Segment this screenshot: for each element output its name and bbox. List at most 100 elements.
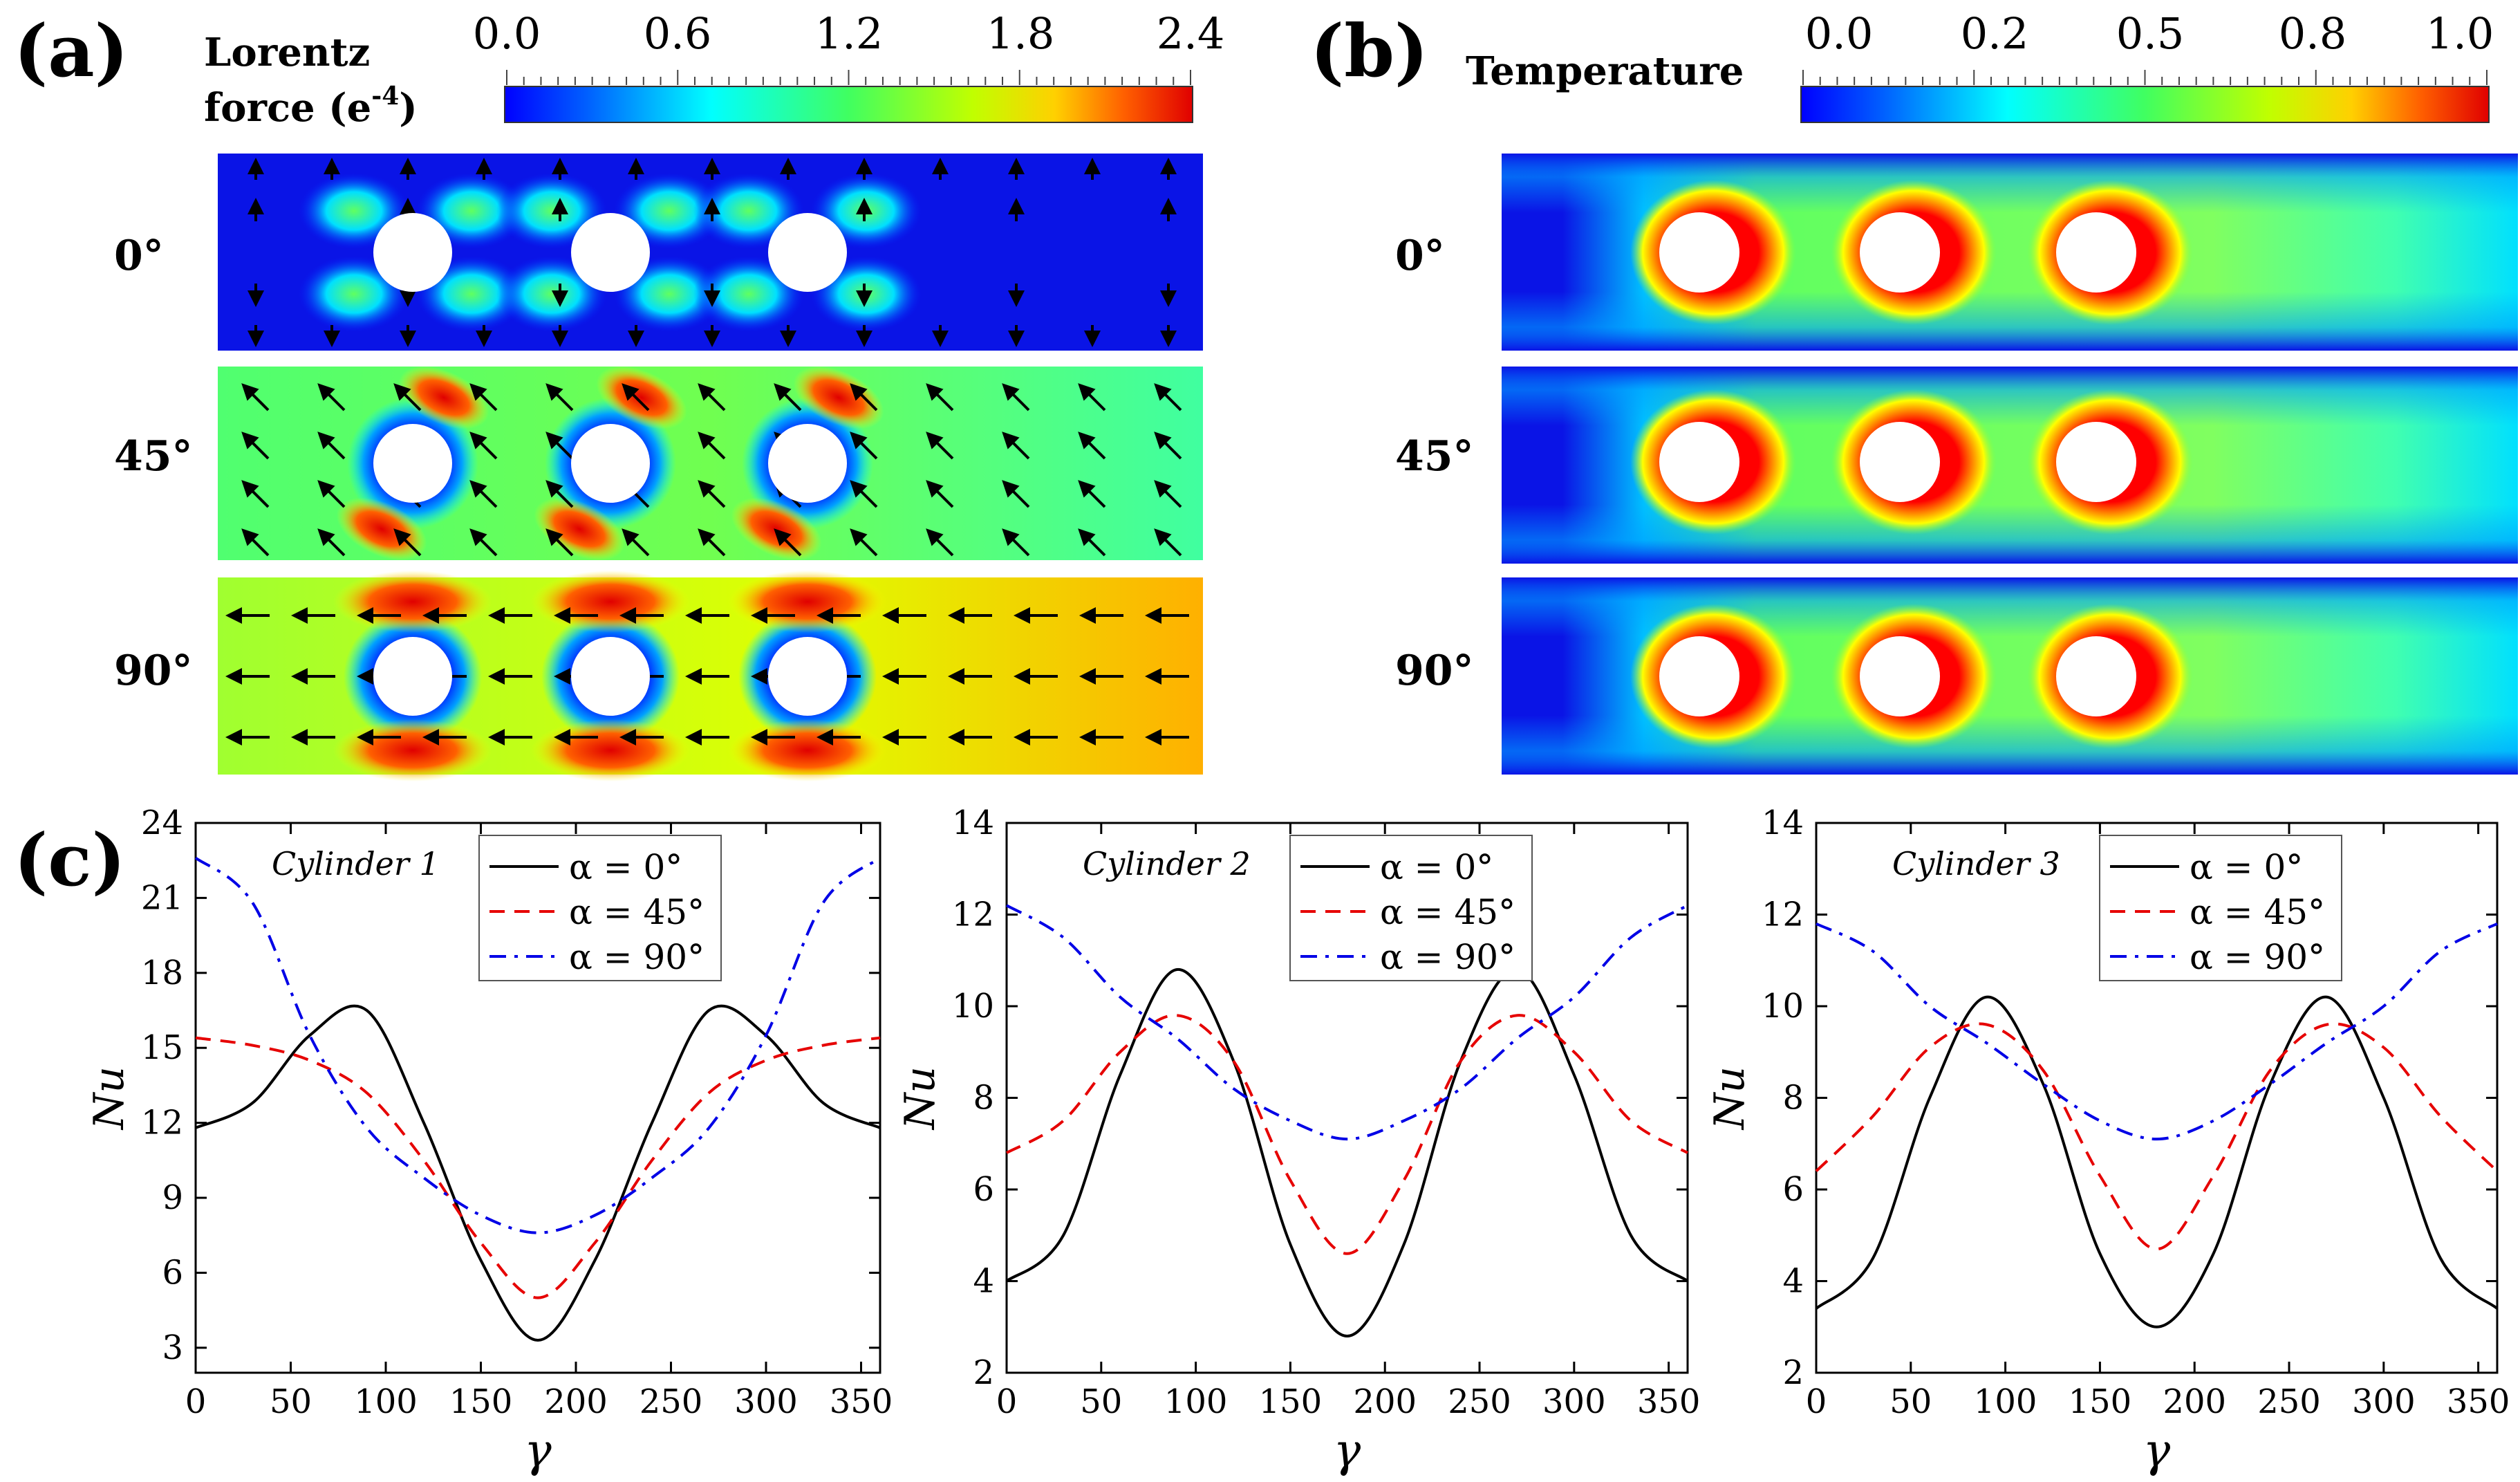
y-tick-label: 15: [141, 1028, 183, 1067]
y-axis-label: Nu: [896, 1066, 944, 1131]
cylinder-1: [1659, 636, 1739, 716]
nu-chart-cylinder-2: 0 50 100 150 200 250 300 350 2 4 6 8 10 12 14 γ Nu Cylind…: [896, 804, 1700, 1477]
force-arrow: [1002, 383, 1030, 411]
y-tick-label: 3: [162, 1328, 183, 1367]
temperature-colorbar: Temperature 0.0 0.2 0.5 0.8 1.0: [1466, 8, 2494, 123]
force-arrow: [1154, 432, 1182, 460]
lorentz-field-45deg: [218, 366, 1203, 561]
chart-title: Cylinder 1: [272, 845, 440, 882]
force-arrow: [1154, 383, 1182, 411]
field-high-region: [333, 719, 492, 781]
series-line: [195, 1004, 881, 1342]
temperature-tick-label: 1.0: [2426, 8, 2494, 59]
force-arrow: [850, 432, 878, 460]
x-axis-label: γ: [524, 1424, 552, 1477]
temperature-field-90deg: [1502, 577, 2518, 775]
y-tick-label: 12: [141, 1104, 183, 1142]
legend-box: [2099, 835, 2342, 981]
cylinder-3: [768, 213, 847, 292]
panel-label-a: (a): [14, 8, 129, 93]
force-arrow: [1078, 480, 1106, 508]
angle-label-a-90: 90°: [114, 647, 193, 695]
force-arrow: [317, 528, 346, 557]
x-axis-label: γ: [2143, 1424, 2171, 1477]
x-tick-label: 350: [2447, 1382, 2510, 1421]
force-arrow: [926, 432, 954, 460]
chart-title: Cylinder 3: [1892, 845, 2060, 882]
cylinder-1: [373, 637, 452, 716]
force-arrow: [1078, 528, 1106, 557]
series-line: [1006, 1014, 1688, 1255]
legend-label: α = 45°: [569, 892, 704, 932]
y-tick-label: 10: [1762, 987, 1804, 1026]
temperature-tick-label: 0.5: [2116, 8, 2185, 59]
force-arrow: [317, 432, 346, 460]
y-tick-label: 2: [973, 1353, 994, 1392]
angle-label-b-90: 90°: [1395, 647, 1474, 695]
force-arrow: [241, 528, 270, 557]
y-tick-label: 14: [952, 804, 994, 842]
angle-label-a-45: 45°: [114, 432, 193, 481]
force-arrow: [1154, 480, 1182, 508]
x-tick-label: 50: [1889, 1382, 1932, 1421]
force-arrow: [1154, 528, 1182, 557]
force-arrow: [241, 432, 270, 460]
cylinder-1: [1659, 422, 1739, 502]
x-tick-label: 0: [1806, 1382, 1827, 1421]
x-tick-label: 350: [830, 1382, 893, 1421]
plot-frame: [194, 822, 881, 1374]
temperature-field-0deg: [1502, 154, 2518, 351]
force-arrow: [241, 383, 270, 411]
force-arrow: [1002, 528, 1030, 557]
force-arrow: [469, 528, 498, 557]
y-tick-label: 14: [1762, 804, 1804, 842]
lorentz-colorbar-ticks: [506, 70, 1191, 85]
x-tick-label: 250: [640, 1382, 703, 1421]
cylinder-2: [1860, 636, 1940, 716]
cylinder-1: [373, 424, 452, 503]
temperature-colorbar-ticks: [1802, 70, 2488, 85]
force-arrow: [545, 432, 574, 460]
force-arrow: [622, 528, 650, 557]
legend-label: α = 90°: [569, 937, 704, 977]
chart-title: Cylinder 2: [1083, 845, 1251, 882]
nu-chart-cylinder-3: 0 50 100 150 200 250 300 350 2 4 6 8 10 12 14 γ Nu Cylind…: [1706, 804, 2510, 1477]
x-tick-label: 200: [544, 1382, 608, 1421]
lorentz-colorbar-title-line1: Lorentz: [204, 30, 370, 75]
force-arrow: [698, 383, 726, 411]
force-arrow: [393, 383, 422, 411]
temperature-colorbar-gradient: [1800, 86, 2490, 123]
x-tick-label: 300: [734, 1382, 798, 1421]
lorentz-field-90deg: [218, 571, 1203, 781]
force-arrow: [774, 528, 802, 557]
temperature-tick-label: 0.2: [1961, 8, 2029, 59]
lorentz-tick-label: 2.4: [1157, 8, 1225, 59]
y-axis-label: Nu: [85, 1066, 133, 1131]
x-tick-label: 0: [185, 1382, 207, 1421]
legend-label: α = 45°: [1380, 892, 1515, 932]
force-arrow: [1002, 432, 1030, 460]
x-tick-label: 50: [270, 1382, 312, 1421]
field-high-region: [531, 571, 690, 633]
x-tick-label: 0: [996, 1382, 1018, 1421]
y-tick-label: 21: [141, 878, 183, 917]
x-tick-label: 50: [1080, 1382, 1122, 1421]
temperature-tick-label: 0.8: [2279, 8, 2347, 59]
nu-chart-cylinder-1: 0 50 100 150 200 250 300 350 3 6 9 12 15 18 21 24 γ Nu Cyl…: [85, 804, 893, 1477]
x-tick-label: 150: [1259, 1382, 1323, 1421]
cylinder-2: [571, 637, 650, 716]
force-arrow: [926, 480, 954, 508]
force-arrow: [241, 480, 270, 508]
x-tick-label: 200: [1353, 1382, 1417, 1421]
cylinder-2: [1860, 422, 1940, 502]
force-arrow: [774, 383, 802, 411]
force-arrow: [850, 480, 878, 508]
y-tick-label: 18: [141, 954, 183, 992]
x-tick-label: 150: [449, 1382, 513, 1421]
x-tick-label: 250: [1448, 1382, 1511, 1421]
force-arrow: [1078, 432, 1106, 460]
lorentz-tick-label: 1.8: [987, 8, 1055, 59]
cylinder-3: [2056, 422, 2136, 502]
field-high-region: [793, 366, 884, 429]
force-arrow: [469, 480, 498, 508]
